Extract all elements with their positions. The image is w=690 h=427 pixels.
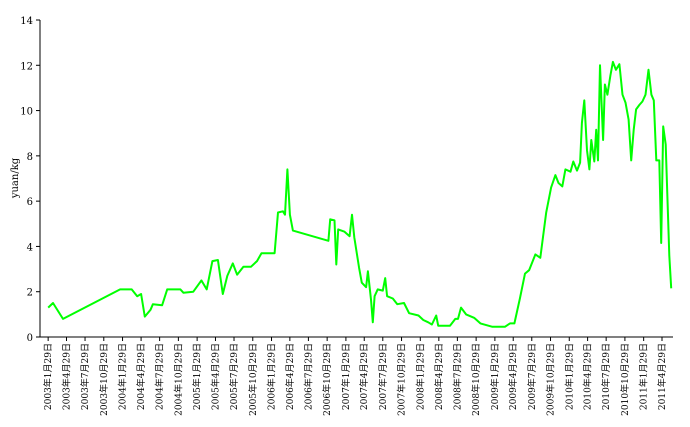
x-tick-label: 2003年7月29日 [79,343,91,410]
y-tick-label: 12 [20,61,33,72]
x-tick-label: 2008年10月29日 [470,343,482,416]
x-tick-label: 2004年4月29日 [135,343,147,410]
x-tick-label: 2005年7月29日 [228,343,240,410]
price-line [47,60,673,328]
x-tick-label: 2008年1月29日 [414,343,426,410]
x-tick-label: 2005年10月29日 [247,343,259,416]
y-tick-label: 8 [27,152,33,163]
y-tick-label: 14 [20,16,33,27]
x-tick-label: 2003年10月29日 [98,343,110,416]
x-tick-label: 2005年1月29日 [191,343,203,410]
x-tick-label: 2008年4月29日 [433,343,445,410]
x-tick-label: 2008年7月29日 [451,343,463,410]
x-tick-label: 2007年1月29日 [340,343,352,410]
x-tick-label: 2003年1月29日 [42,343,54,410]
x-tick-label: 2006年1月29日 [266,343,278,410]
x-tick-label: 2006年10月29日 [321,343,333,416]
x-tick-label: 2010年4月29日 [582,343,594,410]
x-tick-label: 2011年1月29日 [638,343,650,410]
x-tick-label: 2009年7月29日 [526,343,538,410]
y-tick-label: 2 [27,288,33,299]
y-axis-label: yuan/kg [10,157,21,199]
y-tick-label: 4 [27,242,33,253]
y-tick-label: 10 [20,107,33,118]
y-tick-label: 6 [27,197,33,208]
x-tick-label: 2007年4月29日 [358,343,370,410]
x-tick-label: 2007年7月29日 [377,343,389,410]
x-tick-label: 2011年4月29日 [656,343,668,410]
x-tick-label: 2005年4月29日 [209,343,221,410]
x-tick-label: 2006年4月29日 [284,343,296,410]
x-tick-label: 2003年4月29日 [60,343,72,410]
x-tick-label: 2006年7月29日 [302,343,314,410]
x-tick-label: 2004年7月29日 [154,343,166,410]
x-tick-label: 2009年4月29日 [507,343,519,410]
x-tick-label: 2009年1月29日 [489,343,501,410]
y-tick-label: 0 [27,333,33,344]
x-tick-label: 2007年10月29日 [396,343,408,416]
x-tick-label: 2004年10月29日 [172,343,184,416]
x-tick-label: 2010年10月29日 [619,343,631,416]
x-tick-label: 2010年1月29日 [563,343,575,410]
x-tick-label: 2009年10月29日 [545,343,557,416]
x-tick-label: 2004年1月29日 [117,343,129,410]
x-tick-label: 2010年7月29日 [600,343,612,410]
